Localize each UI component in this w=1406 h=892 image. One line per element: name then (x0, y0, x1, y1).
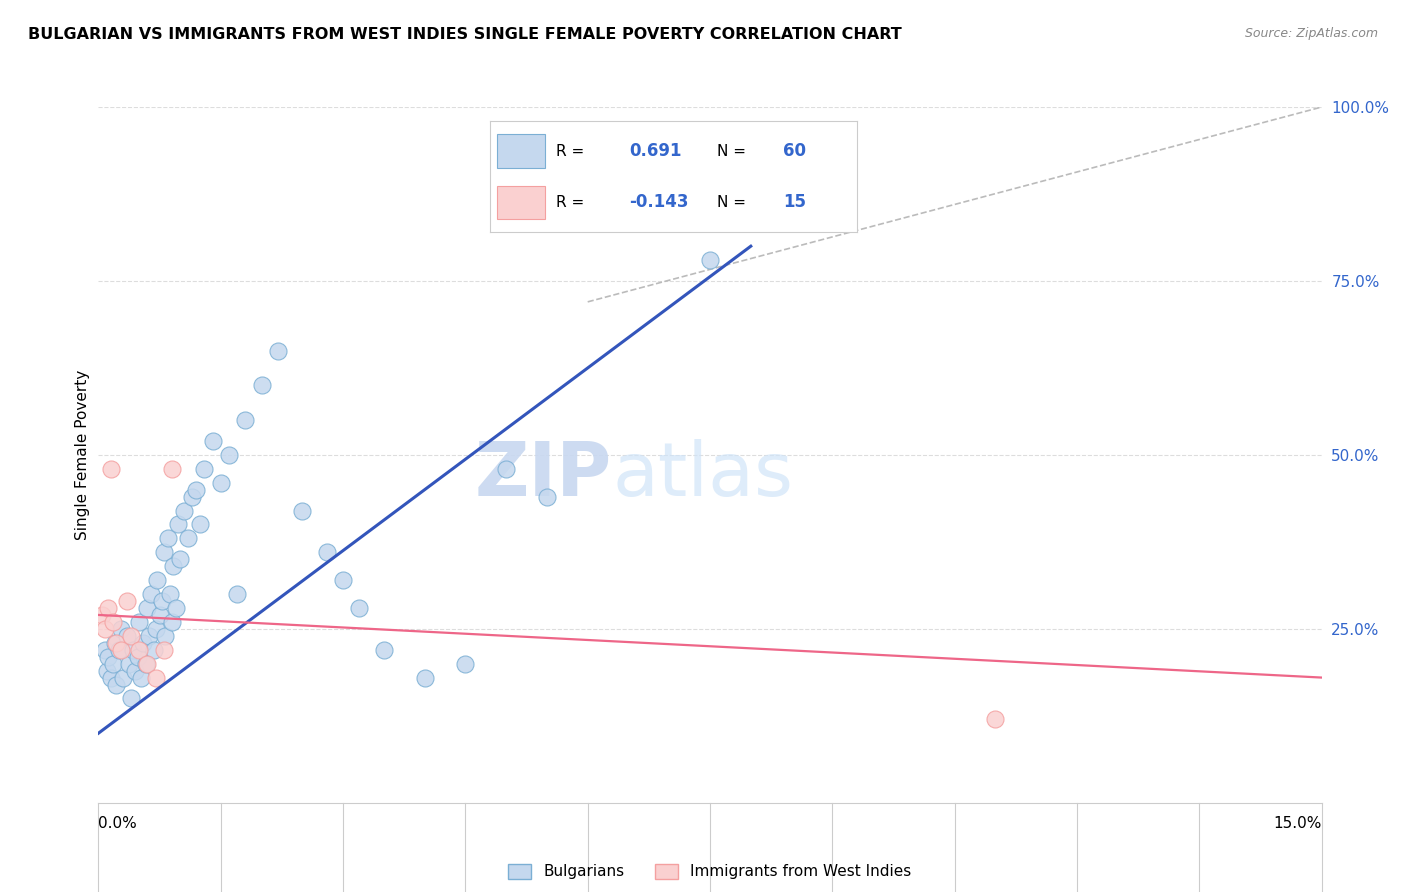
Point (110, 642, 132, 657)
Point (91, 607, 114, 622)
Point (108, 642, 131, 657)
Point (267, 343, 290, 358)
Text: atlas: atlas (612, 439, 793, 512)
Point (177, 532, 200, 546)
Point (226, 587, 249, 601)
Point (97, 649, 120, 664)
Point (118, 657, 141, 671)
Point (201, 434, 224, 448)
Point (188, 517, 212, 532)
Point (332, 573, 354, 587)
Point (373, 642, 395, 657)
Text: Source: ZipAtlas.com: Source: ZipAtlas.com (1244, 27, 1378, 40)
Point (156, 532, 179, 546)
Point (101, 615, 124, 629)
Point (181, 490, 204, 504)
Point (454, 657, 477, 671)
Point (160, 462, 183, 476)
Point (94, 642, 117, 657)
Point (120, 691, 142, 706)
Legend: Bulgarians, Immigrants from West Indies: Bulgarians, Immigrants from West Indies (502, 857, 918, 886)
Point (145, 671, 167, 685)
Point (349, 601, 371, 615)
Point (138, 629, 160, 643)
Point (155, 629, 177, 643)
Point (100, 671, 122, 685)
Point (165, 601, 187, 615)
Point (209, 475, 232, 490)
Point (127, 649, 149, 664)
Point (115, 594, 138, 608)
Point (167, 517, 190, 532)
Point (150, 594, 173, 608)
Point (135, 657, 157, 671)
Point (105, 636, 128, 650)
Point (111, 671, 134, 685)
Point (110, 622, 132, 636)
Point (129, 671, 152, 685)
Point (152, 545, 174, 559)
Point (121, 642, 143, 657)
Point (141, 587, 163, 601)
Point (233, 413, 256, 427)
Point (315, 545, 337, 559)
Point (115, 629, 138, 643)
Point (94, 622, 117, 636)
Point (149, 607, 172, 622)
Point (136, 657, 159, 671)
Point (142, 642, 165, 657)
Point (100, 462, 122, 476)
Point (699, 253, 721, 268)
Point (96, 664, 118, 678)
Point (495, 462, 517, 476)
Point (218, 448, 240, 462)
Point (186, 483, 208, 497)
Point (413, 671, 436, 685)
Point (145, 622, 167, 636)
Point (101, 657, 124, 671)
Text: ZIP: ZIP (475, 439, 612, 512)
Point (984, 712, 1007, 726)
Point (136, 601, 159, 615)
Point (132, 636, 155, 650)
Text: BULGARIAN VS IMMIGRANTS FROM WEST INDIES SINGLE FEMALE POVERTY CORRELATION CHART: BULGARIAN VS IMMIGRANTS FROM WEST INDIES… (28, 27, 901, 42)
Point (159, 587, 181, 601)
Point (120, 629, 142, 643)
Point (173, 503, 195, 517)
Y-axis label: Single Female Poverty: Single Female Poverty (75, 370, 90, 540)
Point (152, 642, 174, 657)
Point (250, 378, 273, 392)
Point (128, 615, 150, 629)
Text: 0.0%: 0.0% (98, 816, 138, 831)
Point (169, 552, 191, 566)
Point (291, 503, 314, 517)
Point (193, 462, 215, 476)
Text: 15.0%: 15.0% (1274, 816, 1322, 831)
Point (128, 642, 150, 657)
Point (105, 677, 128, 691)
Point (97, 601, 120, 615)
Point (146, 573, 169, 587)
Point (124, 664, 146, 678)
Point (160, 615, 183, 629)
Point (162, 559, 184, 574)
Point (104, 636, 127, 650)
Point (536, 490, 558, 504)
